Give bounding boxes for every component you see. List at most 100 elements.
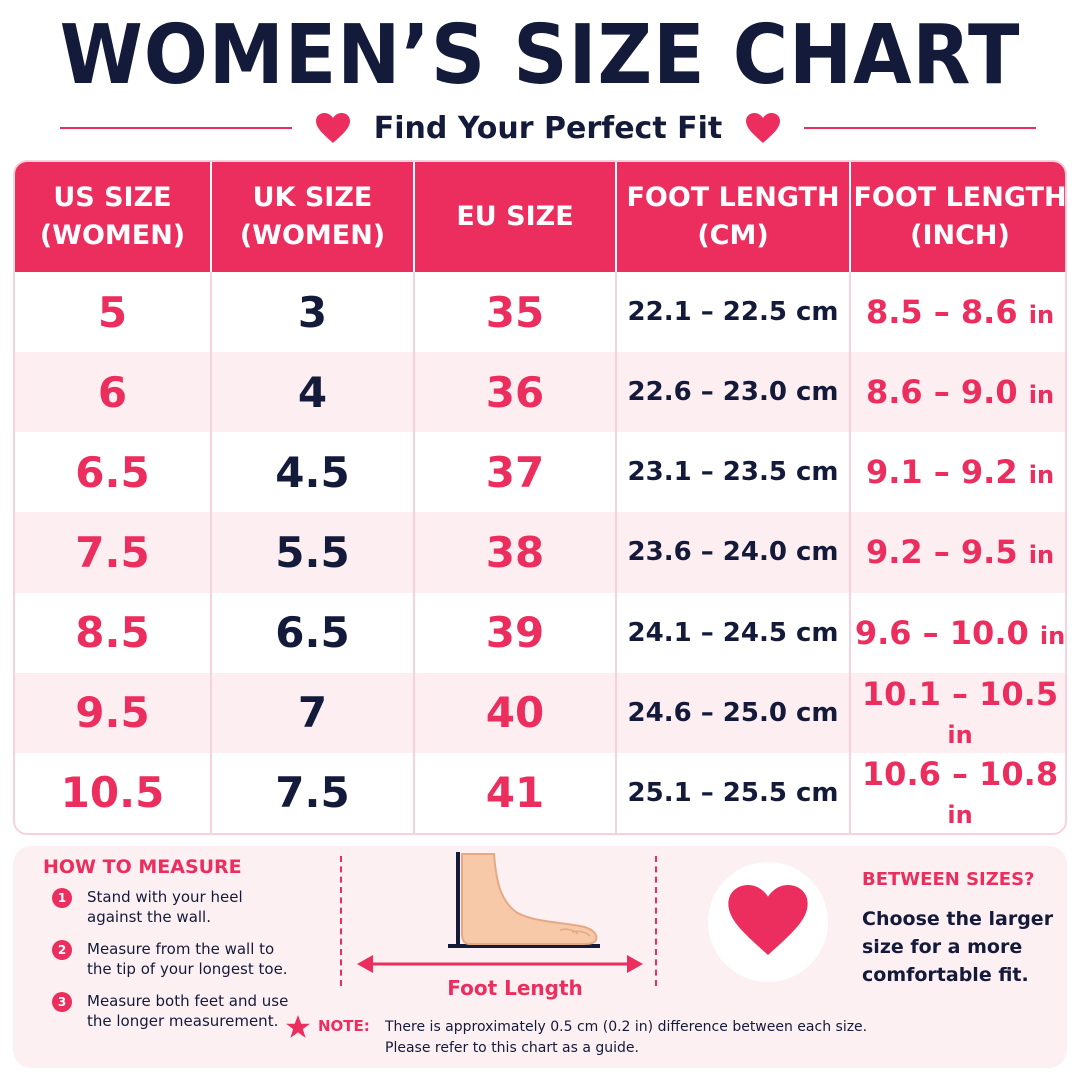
- heart-icon: [726, 882, 810, 962]
- table-row: 6 4 36 22.6 – 23.0 cm 8.6 – 9.0 in: [15, 352, 1065, 433]
- double-arrow-icon: [355, 950, 645, 978]
- divider-dashed-left: [340, 856, 342, 986]
- between-sizes-title: BETWEEN SIZES?: [862, 869, 1035, 890]
- inch-range: 8.5 – 8.6: [865, 293, 1018, 332]
- col-header-eu: EU SIZE: [414, 162, 617, 272]
- uk-size-cell: 4.5: [211, 432, 415, 513]
- star-icon: [285, 1014, 311, 1040]
- table-row: 6.5 4.5 37 23.1 – 23.5 cm 9.1 – 9.2 in: [15, 432, 1065, 513]
- col-header-label: FOOT LENGTH (CM): [626, 182, 840, 251]
- inch-unit: in: [1028, 381, 1055, 410]
- eu-size-cell: 38: [414, 512, 617, 593]
- step-text: Measure from the wall to the tip of your…: [87, 940, 288, 978]
- note-line: There is approximately 0.5 cm (0.2 in) d…: [385, 1019, 868, 1035]
- foot-length-inch-cell: 9.2 – 9.5 in: [850, 512, 1065, 593]
- info-panel: [13, 846, 1067, 1068]
- table-row: 8.5 6.5 39 24.1 – 24.5 cm 9.6 – 10.0 in: [15, 592, 1066, 673]
- foot-length-inch-cell: 9.6 – 10.0 in: [850, 593, 1066, 673]
- us-size-cell: 9.5: [15, 672, 212, 753]
- table-row: 5 3 35 22.1 – 22.5 cm 8.5 – 8.6 in: [15, 272, 1065, 353]
- eu-size-cell: 35: [414, 272, 617, 353]
- uk-size-cell: 4: [211, 352, 415, 433]
- inch-unit: in: [947, 720, 973, 749]
- table-row: 10.5 7.5 41 25.1 – 25.5 cm 10.6 – 10.8 i…: [15, 752, 1065, 833]
- col-header-us: US SIZE (WOMEN): [15, 162, 212, 272]
- inch-range: 9.1 – 9.2: [865, 453, 1018, 492]
- step-number: 1: [52, 888, 72, 908]
- uk-size-cell: 3: [211, 272, 415, 353]
- eu-size-cell: 39: [414, 592, 617, 673]
- inch-range: 10.1 – 10.5: [861, 674, 1059, 713]
- inch-unit: in: [1039, 621, 1066, 650]
- subtitle-row: Find Your Perfect Fit: [60, 104, 1037, 152]
- eu-size-cell: 37: [414, 432, 617, 513]
- us-size-cell: 5: [15, 272, 212, 353]
- foot-length-cm-cell: 22.6 – 23.0 cm: [616, 352, 851, 433]
- measure-step: 2 Measure from the wall to the tip of yo…: [52, 939, 302, 979]
- note-line: Please refer to this chart as a guide.: [385, 1040, 639, 1056]
- inch-range: 9.2 – 9.5: [865, 533, 1018, 572]
- uk-size-cell: 7: [211, 672, 415, 753]
- foot-length-cm-cell: 25.1 – 25.5 cm: [616, 752, 851, 833]
- divider-right: [804, 127, 1037, 129]
- inch-unit: in: [1028, 301, 1055, 330]
- col-header-label: FOOT LENGTH (INCH): [853, 182, 1067, 251]
- heart-badge: [708, 862, 828, 982]
- foot-length-inch-cell: 10.6 – 10.8 in: [850, 753, 1065, 833]
- measure-step: 3 Measure both feet and use the longer m…: [52, 991, 302, 1031]
- foot-length-inch-cell: 8.6 – 9.0 in: [850, 352, 1065, 433]
- uk-size-cell: 6.5: [211, 592, 415, 673]
- step-number: 2: [52, 940, 72, 960]
- inch-range: 10.6 – 10.8: [861, 754, 1059, 793]
- divider-dashed-right: [655, 856, 657, 986]
- us-size-cell: 10.5: [15, 752, 212, 833]
- us-size-cell: 8.5: [15, 592, 212, 673]
- how-to-measure-title: HOW TO MEASURE: [43, 856, 242, 878]
- us-size-cell: 6.5: [15, 432, 212, 513]
- uk-size-cell: 7.5: [211, 752, 415, 833]
- foot-length-inch-cell: 8.5 – 8.6 in: [850, 272, 1065, 352]
- divider-left: [60, 127, 292, 129]
- step-text: Stand with your heel against the wall.: [87, 888, 243, 926]
- eu-size-cell: 36: [414, 352, 617, 433]
- inch-unit: in: [947, 800, 973, 829]
- col-header-label: US SIZE (WOMEN): [39, 182, 186, 251]
- table-row: 7.5 5.5 38 23.6 – 24.0 cm 9.2 – 9.5 in: [15, 512, 1065, 593]
- inch-unit: in: [1028, 541, 1055, 570]
- size-table: US SIZE (WOMEN) UK SIZE (WOMEN) EU SIZE …: [13, 160, 1067, 835]
- heart-icon: [314, 111, 352, 145]
- eu-size-cell: 40: [414, 672, 617, 753]
- us-size-cell: 7.5: [15, 512, 212, 593]
- us-size-cell: 6: [15, 352, 212, 433]
- eu-size-cell: 41: [414, 752, 617, 833]
- foot-length-cm-cell: 24.6 – 25.0 cm: [616, 672, 851, 753]
- col-header-uk: UK SIZE (WOMEN): [211, 162, 415, 272]
- measure-step: 1 Stand with your heel against the wall.: [52, 887, 302, 927]
- note-text: There is approximately 0.5 cm (0.2 in) d…: [385, 1017, 945, 1059]
- inch-range: 9.6 – 10.0: [854, 613, 1029, 652]
- subtitle: Find Your Perfect Fit: [373, 110, 723, 146]
- heart-icon: [744, 111, 782, 145]
- note-label: NOTE:: [318, 1017, 370, 1035]
- foot-length-label: Foot Length: [447, 976, 583, 1000]
- between-sizes-text: Choose the larger size for a more comfor…: [862, 908, 1054, 986]
- table-row: 9.5 7 40 24.6 – 25.0 cm 10.1 – 10.5 in: [15, 672, 1065, 753]
- col-header-label: EU SIZE: [456, 201, 574, 232]
- step-number: 3: [52, 992, 72, 1012]
- step-text: Measure both feet and use the longer mea…: [87, 992, 289, 1030]
- foot-length-cm-cell: 24.1 – 24.5 cm: [616, 592, 851, 673]
- col-header-cm: FOOT LENGTH (CM): [616, 162, 851, 272]
- foot-length-inch-cell: 9.1 – 9.2 in: [850, 432, 1065, 512]
- col-header-label: UK SIZE (WOMEN): [239, 182, 386, 251]
- foot-length-cm-cell: 23.6 – 24.0 cm: [616, 512, 851, 593]
- foot-length-inch-cell: 10.1 – 10.5 in: [850, 672, 1065, 753]
- table-header-row: US SIZE (WOMEN) UK SIZE (WOMEN) EU SIZE …: [15, 162, 1067, 272]
- col-header-inch: FOOT LENGTH (INCH): [850, 162, 1067, 272]
- inch-unit: in: [1028, 461, 1055, 490]
- measure-steps: 1 Stand with your heel against the wall.…: [52, 887, 302, 1043]
- foot-length-cm-cell: 22.1 – 22.5 cm: [616, 272, 851, 353]
- uk-size-cell: 5.5: [211, 512, 415, 593]
- page-title: WOMEN’S SIZE CHART: [59, 8, 1021, 103]
- foot-icon: [440, 850, 610, 955]
- foot-length-cm-cell: 23.1 – 23.5 cm: [616, 432, 851, 513]
